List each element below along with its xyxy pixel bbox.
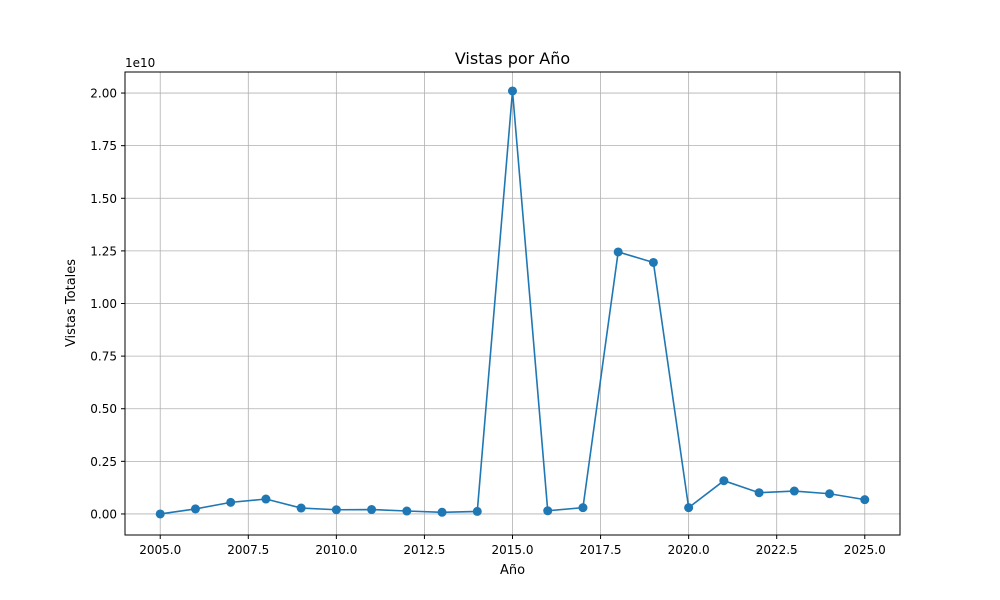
y-tick: 2.00 — [90, 87, 125, 101]
x-axis: 2005.0 2007.5 2010.0 2012.5 2015.0 2017.5 2020… — [139, 535, 886, 557]
data-point — [296, 503, 306, 513]
data-point — [331, 505, 341, 515]
y-tick: 1.50 — [90, 192, 125, 206]
data-point — [261, 494, 271, 504]
y-tick-label: 0.75 — [90, 350, 117, 364]
data-point — [367, 505, 377, 515]
x-tick: 2007.5 — [227, 535, 269, 557]
y-tick: 0.75 — [90, 350, 125, 364]
data-point — [613, 247, 623, 257]
y-tick-label: 1.75 — [90, 139, 117, 153]
y-tick: 0.00 — [90, 507, 125, 521]
chart-title: Vistas por Año — [455, 49, 570, 68]
y-scale-label: 1e10 — [125, 56, 155, 70]
y-tick: 0.25 — [90, 455, 125, 469]
y-tick-label: 0.50 — [90, 402, 117, 416]
x-tick-label: 2017.5 — [580, 543, 622, 557]
data-point — [402, 506, 412, 516]
data-point — [508, 86, 517, 96]
y-tick: 1.00 — [90, 297, 125, 311]
data-point — [226, 497, 236, 507]
y-tick-label: 1.50 — [90, 192, 117, 206]
y-axis: 0.00 0.25 0.50 0.75 1.00 1.25 1.50 1.75 2.00 — [90, 87, 125, 521]
x-tick: 2005.0 — [139, 535, 181, 557]
data-point — [472, 506, 482, 516]
data-point — [543, 506, 553, 516]
y-tick: 1.25 — [90, 244, 125, 258]
x-tick-label: 2007.5 — [227, 543, 269, 557]
data-point — [789, 486, 799, 496]
y-tick-label: 1.00 — [90, 297, 117, 311]
data-point — [825, 489, 835, 499]
series-layer — [155, 86, 870, 519]
data-point — [719, 476, 729, 486]
x-tick: 2022.5 — [756, 535, 798, 557]
x-tick-label: 2025.0 — [844, 543, 886, 557]
x-tick-label: 2005.0 — [139, 543, 181, 557]
x-tick: 2020.0 — [668, 535, 710, 557]
x-tick: 2015.0 — [492, 535, 534, 557]
data-point — [684, 503, 694, 513]
y-tick: 0.50 — [90, 402, 125, 416]
y-tick-label: 0.00 — [90, 507, 117, 521]
x-tick-label: 2012.5 — [403, 543, 445, 557]
data-point — [860, 495, 870, 505]
y-tick-label: 1.25 — [90, 244, 117, 258]
x-tick-label: 2010.0 — [315, 543, 357, 557]
x-tick: 2017.5 — [580, 535, 622, 557]
x-tick-label: 2015.0 — [492, 543, 534, 557]
y-axis-label: Vistas Totales — [64, 259, 79, 347]
data-point — [578, 503, 588, 513]
data-point — [190, 504, 200, 514]
data-point — [754, 488, 764, 498]
x-tick: 2012.5 — [403, 535, 445, 557]
y-tick-label: 0.25 — [90, 455, 117, 469]
data-point — [437, 507, 447, 517]
x-tick-label: 2022.5 — [756, 543, 798, 557]
y-tick: 1.75 — [90, 139, 125, 153]
x-tick: 2025.0 — [844, 535, 886, 557]
y-tick-label: 2.00 — [90, 87, 117, 101]
x-tick-label: 2020.0 — [668, 543, 710, 557]
x-axis-label: Año — [500, 563, 525, 578]
x-tick: 2010.0 — [315, 535, 357, 557]
data-point — [155, 509, 165, 519]
data-point — [648, 257, 658, 267]
